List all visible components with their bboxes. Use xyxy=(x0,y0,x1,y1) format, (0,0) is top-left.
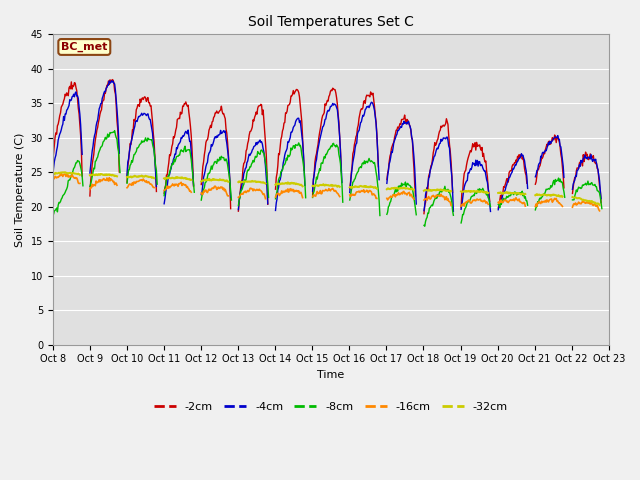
Y-axis label: Soil Temperature (C): Soil Temperature (C) xyxy=(15,132,25,247)
X-axis label: Time: Time xyxy=(317,370,344,380)
Title: Soil Temperatures Set C: Soil Temperatures Set C xyxy=(248,15,413,29)
Text: BC_met: BC_met xyxy=(61,42,108,52)
Legend: -2cm, -4cm, -8cm, -16cm, -32cm: -2cm, -4cm, -8cm, -16cm, -32cm xyxy=(149,397,513,417)
